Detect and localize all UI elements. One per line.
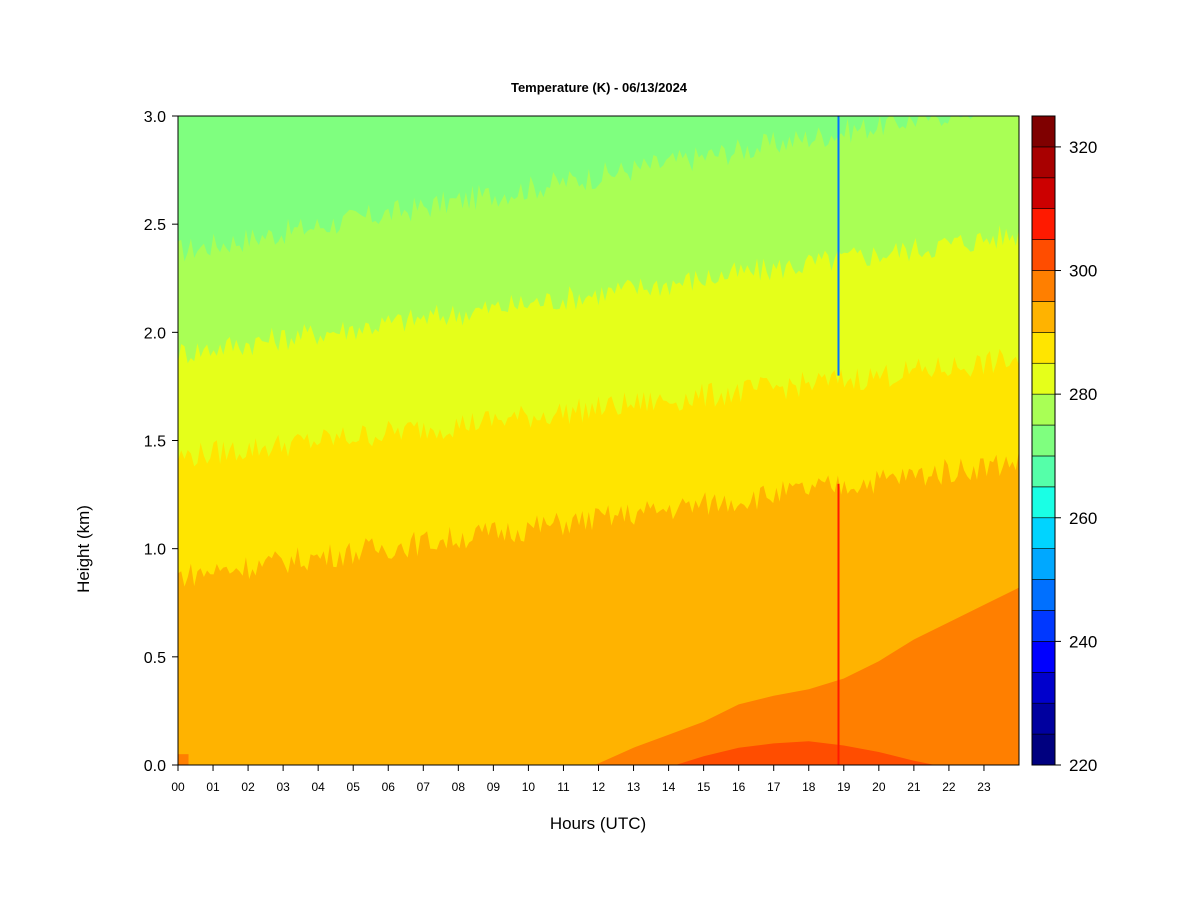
x-tick-label: 17 (767, 780, 781, 794)
x-tick-label: 04 (311, 780, 325, 794)
colorbar-tick-label: 280 (1069, 385, 1097, 404)
x-tick-label: 13 (627, 780, 641, 794)
x-tick-label: 02 (241, 780, 255, 794)
colorbar-segment (1031, 146, 1056, 179)
colorbar-segment (1031, 239, 1056, 271)
warm-region-295 (595, 587, 1019, 765)
x-tick-label: 19 (837, 780, 851, 794)
x-tick-label: 20 (872, 780, 886, 794)
colorbar-segment (1031, 332, 1056, 364)
x-tick-label: 08 (452, 780, 466, 794)
colorbar-segment (1031, 177, 1056, 210)
colorbar-segment (1031, 671, 1056, 704)
x-tick-label: 15 (697, 780, 711, 794)
x-tick-label: 00 (171, 780, 185, 794)
anomaly-streak-2 (837, 483, 840, 765)
colorbar-frame (1031, 115, 1056, 766)
y-tick-label: 2.0 (144, 325, 166, 342)
y-tick-label: 1.5 (144, 434, 166, 451)
x-tick-label: 05 (347, 780, 361, 794)
colorbar-segment (1031, 486, 1056, 519)
colorbar-segment (1031, 208, 1056, 240)
y-tick-label: 3.0 (144, 109, 166, 126)
colorbar-tick-label: 220 (1069, 756, 1097, 775)
temperature-band-290 (178, 450, 1019, 765)
y-tick-label: 0.5 (144, 650, 166, 667)
x-tick-label: 22 (942, 780, 956, 794)
x-tick-label: 06 (382, 780, 396, 794)
anomaly-streaks (837, 116, 840, 765)
colorbar-tick-label: 320 (1069, 138, 1097, 157)
colorbar-segment (1031, 362, 1056, 395)
x-tick-label: 01 (206, 780, 220, 794)
colorbar-segment (1031, 641, 1056, 673)
colorbar-tick-label: 260 (1069, 509, 1097, 528)
warm-region-300 (675, 741, 935, 765)
colorbar-segment (1031, 270, 1056, 302)
x-tick-label: 12 (592, 780, 606, 794)
x-tick-label: 23 (977, 780, 991, 794)
colorbar-segment (1031, 301, 1056, 333)
x-tick-label: 14 (662, 780, 676, 794)
y-tick-label: 0.0 (144, 758, 166, 775)
colorbar-tick-label: 300 (1069, 262, 1097, 281)
colorbar-segment (1031, 424, 1056, 457)
x-tick-label: 21 (907, 780, 921, 794)
x-tick-label: 18 (802, 780, 816, 794)
colorbar-segment (1031, 115, 1056, 148)
anomaly-streak-1 (837, 116, 840, 376)
x-tick-label: 16 (732, 780, 746, 794)
x-axis: 00 01 02 03 04 05 06 07 08 09 10 11 12 13 14 15 16 17 18 19… (171, 765, 991, 794)
x-tick-label: 10 (522, 780, 536, 794)
colorbar-segment (1031, 702, 1056, 735)
colorbar-segment (1031, 393, 1056, 426)
colorbar-segment (1031, 579, 1056, 611)
x-tick-label: 09 (487, 780, 501, 794)
temperature-field (178, 116, 1019, 766)
colorbar-segment (1031, 517, 1056, 549)
x-tick-label: 03 (276, 780, 290, 794)
y-tick-label: 2.5 (144, 217, 166, 234)
colorbar: 220 240 260 280 300 320 (1031, 115, 1097, 775)
colorbar-segment (1031, 548, 1056, 580)
colorbar-tick-label: 240 (1069, 632, 1097, 651)
chart-title: Temperature (K) - 06/13/2024 (511, 80, 688, 95)
colorbar-segment (1031, 610, 1056, 642)
x-axis-label: Hours (UTC) (550, 814, 646, 833)
colorbar-segment (1031, 733, 1056, 766)
y-tick-label: 1.0 (144, 542, 166, 559)
warm-patch-start (178, 754, 189, 765)
x-tick-label: 07 (417, 780, 431, 794)
y-axis: 0.0 0.5 1.0 1.5 2.0 2.5 3.0 (144, 109, 178, 775)
colorbar-segment (1031, 455, 1056, 488)
x-tick-label: 11 (557, 780, 570, 794)
y-axis-label: Height (km) (74, 505, 93, 593)
